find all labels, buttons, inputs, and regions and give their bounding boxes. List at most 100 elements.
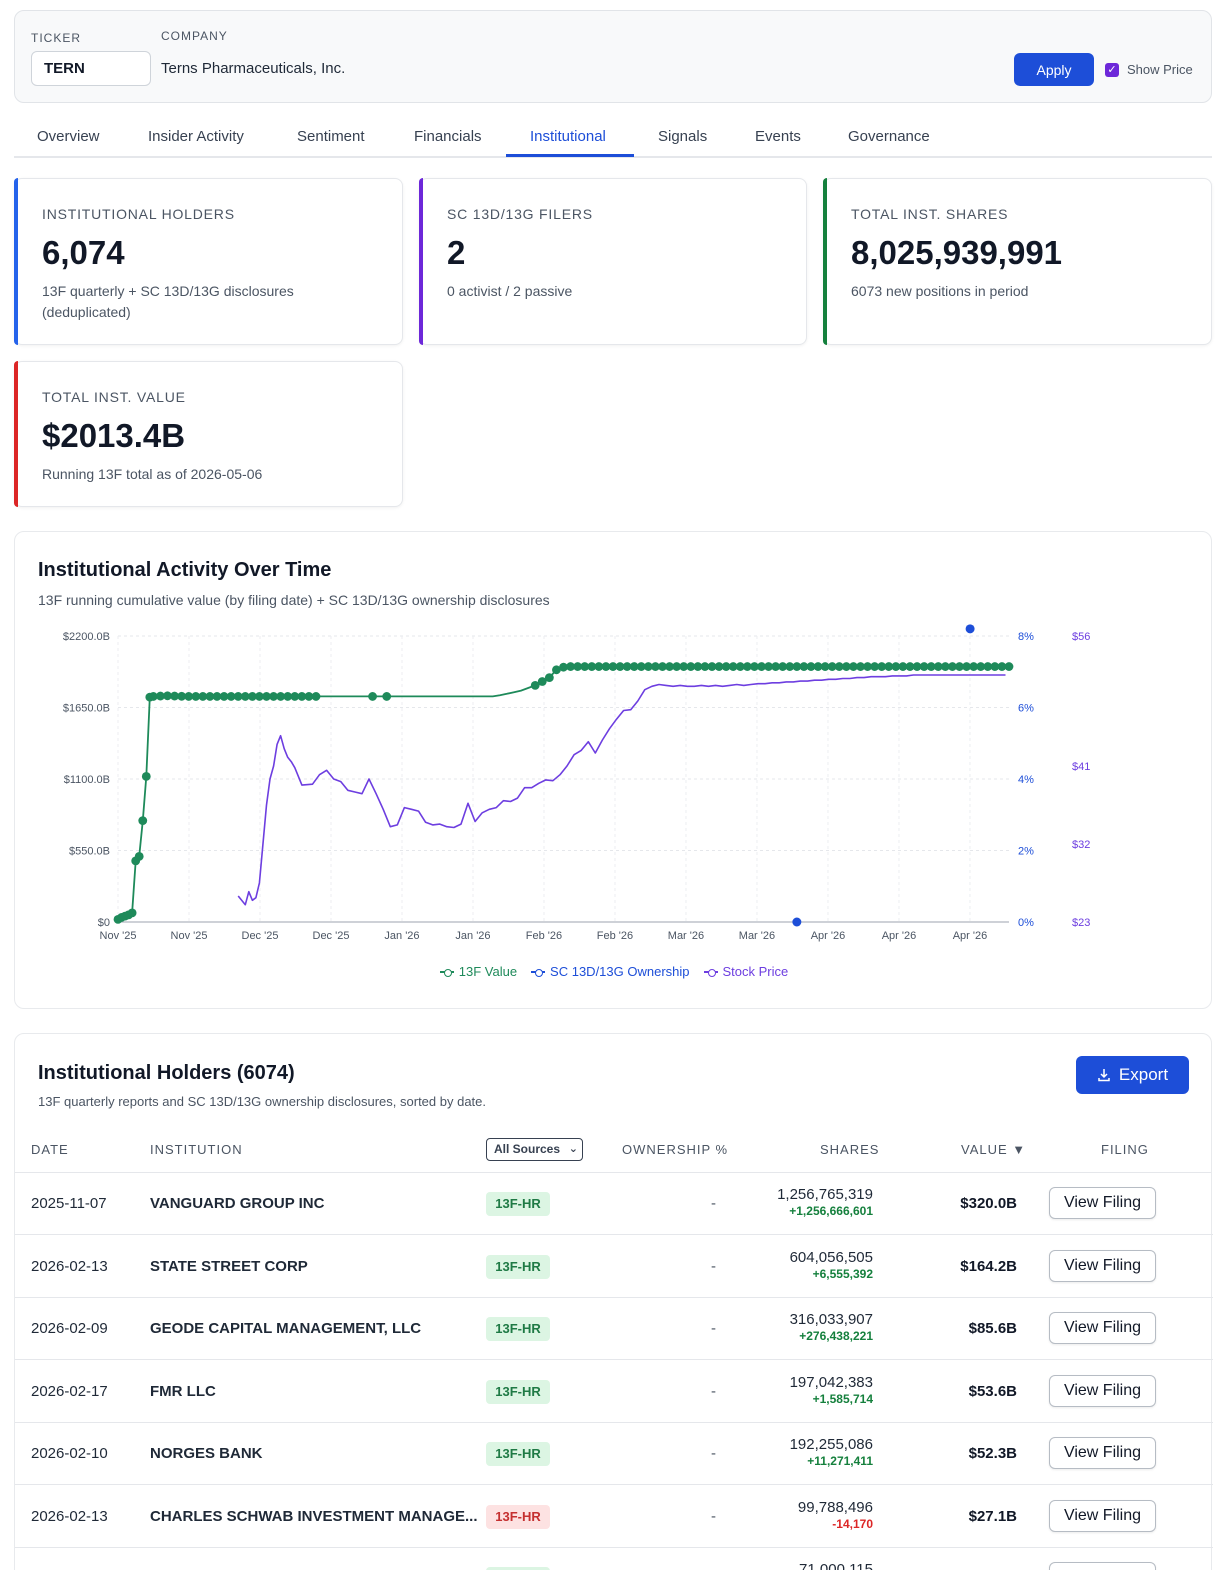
view-filing-button[interactable]: View Filing: [1049, 1312, 1156, 1344]
13f-value-point: [912, 662, 922, 671]
13f-value-point: [997, 662, 1007, 671]
company-label: COMPANY: [161, 29, 228, 43]
row-date: 2026-02-09: [31, 1320, 108, 1337]
row-date: 2026-02-17: [31, 1382, 108, 1400]
view-filing-button[interactable]: View Filing: [1049, 1562, 1156, 1570]
kpi-accent: [823, 178, 827, 345]
view-filing-button[interactable]: View Filing: [1049, 1187, 1156, 1219]
row-shares: 197,042,383 +1,585,714: [790, 1374, 873, 1406]
tab-insider-activity[interactable]: Insider Activity: [148, 128, 244, 145]
x-tick-label: Dec '25: [242, 930, 279, 942]
source-filter-select[interactable]: All Sources ⌄: [486, 1138, 583, 1161]
row-institution: FMR LLC: [150, 1382, 216, 1400]
x-tick-label: Apr '26: [811, 930, 846, 942]
row-date: 2026-02-13: [31, 1257, 108, 1275]
legend-ownership[interactable]: SC 13D/13G Ownership: [531, 964, 690, 979]
13f-value-point: [672, 662, 682, 671]
13f-value-point: [962, 662, 971, 671]
apply-button[interactable]: Apply: [1014, 53, 1094, 86]
table-row[interactable]: 2026-02-13 STATE STREET CORP 13F-HR - 604,05…: [15, 1236, 1213, 1298]
col-ownership[interactable]: OWNERSHIP %: [622, 1142, 729, 1157]
show-price-checkbox[interactable]: ✓: [1105, 62, 1119, 77]
13f-value-point: [141, 772, 151, 781]
table-row[interactable]: 2026-02-10 NORGES BANK 13F-HR - 192,255,086 +…: [15, 1423, 1213, 1485]
x-tick-label: Jan '26: [455, 930, 490, 942]
13f-value-point: [530, 681, 540, 690]
export-label: Export: [1118, 1065, 1169, 1084]
13f-value-point: [163, 691, 172, 701]
chevron-down-icon: ⌄: [568, 1143, 578, 1155]
table-row[interactable]: 2026-02-09 GEODE CAPITAL MANAGEMENT, LLC 1…: [15, 1298, 1213, 1360]
view-filing-button[interactable]: View Filing: [1049, 1437, 1156, 1469]
tab-sentiment[interactable]: Sentiment: [297, 128, 365, 145]
legend-13f-value[interactable]: 13F Value: [439, 964, 517, 979]
view-filing-button[interactable]: View Filing: [1049, 1249, 1156, 1282]
13f-value-point: [629, 662, 639, 671]
13f-value-point: [580, 662, 590, 671]
legend-marker: [439, 967, 454, 977]
13f-value-point: [679, 662, 689, 671]
view-filing-button[interactable]: View Filing: [1049, 1499, 1156, 1532]
13f-value-point: [601, 662, 611, 671]
ticker-input[interactable]: [31, 51, 151, 86]
13f-value-point: [1004, 662, 1014, 671]
col-value[interactable]: VALUE ▼: [961, 1142, 1027, 1157]
x-tick-label: Feb '26: [597, 930, 633, 942]
kpi-subtext: 6073 new positions in period: [851, 283, 1029, 299]
table-row[interactable]: 13F-HR 71,000,115 View Filing: [15, 1548, 1213, 1570]
y-ownership-tick-label: 0%: [1018, 917, 1034, 929]
13f-value-point: [827, 662, 837, 671]
y-left-tick-label: $1100.0B: [64, 774, 110, 786]
13f-value-point: [714, 662, 724, 671]
shares-change: +1,256,666,601: [789, 1204, 873, 1218]
shares-count: 197,042,383: [789, 1373, 873, 1391]
view-filing-button[interactable]: View Filing: [1049, 1374, 1156, 1407]
tab-financials[interactable]: Financials: [414, 128, 482, 145]
row-shares: 71,000,115: [799, 1561, 873, 1570]
kpi-card-shares: TOTAL INST. SHARES 8,025,939,991 6073 ne…: [823, 178, 1212, 345]
13f-value-point: [247, 692, 257, 701]
table-row[interactable]: 2025-11-07 VANGUARD GROUP INC 13F-HR - 1,256…: [15, 1173, 1213, 1235]
13f-value-point: [636, 662, 646, 671]
row-institution: CHARLES SCHWAB INVESTMENT MANAGE...: [150, 1507, 478, 1525]
tab-governance[interactable]: Governance: [848, 128, 930, 145]
13f-value-point: [148, 692, 158, 701]
kpi-card-filers: SC 13D/13G FILERS 2 0 activist / 2 passi…: [419, 178, 807, 345]
13f-value-point: [184, 692, 194, 701]
col-shares[interactable]: SHARES: [820, 1142, 880, 1157]
13f-value-point: [841, 662, 851, 671]
col-date[interactable]: DATE: [31, 1142, 69, 1157]
table-row[interactable]: 2026-02-17 FMR LLC 13F-HR - 197,042,383 +1,58…: [15, 1361, 1213, 1423]
x-tick-label: Feb '26: [526, 930, 562, 942]
13f-value-point: [898, 662, 908, 671]
row-ownership: -: [711, 1382, 716, 1400]
table-row[interactable]: 2026-02-13 CHARLES SCHWAB INVESTMENT MANA…: [15, 1486, 1213, 1548]
row-date: 2026-02-10: [31, 1445, 108, 1462]
legend-stock-price[interactable]: Stock Price: [703, 964, 788, 979]
13f-value-point: [177, 691, 187, 701]
kpi-accent: [14, 178, 18, 345]
tab-events[interactable]: Events: [755, 128, 801, 145]
kpi-value: $2013.4B: [42, 417, 186, 454]
holders-title: Institutional Holders (6074): [38, 1062, 295, 1084]
tab-signals[interactable]: Signals: [658, 128, 708, 145]
row-value: $85.6B: [968, 1320, 1017, 1337]
13f-value-point: [212, 692, 222, 701]
shares-count: 192,255,086: [789, 1436, 873, 1453]
col-institution[interactable]: INSTITUTION: [150, 1142, 243, 1157]
show-price-toggle[interactable]: ✓ Show Price: [1105, 62, 1193, 77]
export-button[interactable]: Export: [1076, 1056, 1189, 1094]
y-price-tick-label: $56: [1072, 631, 1090, 643]
kpi-label: SC 13D/13G FILERS: [447, 206, 593, 222]
13f-value-point: [955, 662, 964, 671]
y-price-tick-label: $23: [1072, 917, 1090, 929]
row-institution: NORGES BANK: [150, 1445, 263, 1462]
tab-overview[interactable]: Overview: [37, 128, 100, 145]
tab-institutional[interactable]: Institutional: [530, 128, 606, 145]
row-shares: 99,788,496 -14,170: [798, 1499, 873, 1531]
shares-change: +276,438,221: [799, 1329, 873, 1343]
13f-value-point: [764, 662, 773, 671]
source-badge: 13F-HR: [486, 1442, 550, 1466]
source-badge: 13F-HR: [486, 1254, 550, 1279]
shares-change: +11,271,411: [807, 1454, 873, 1468]
